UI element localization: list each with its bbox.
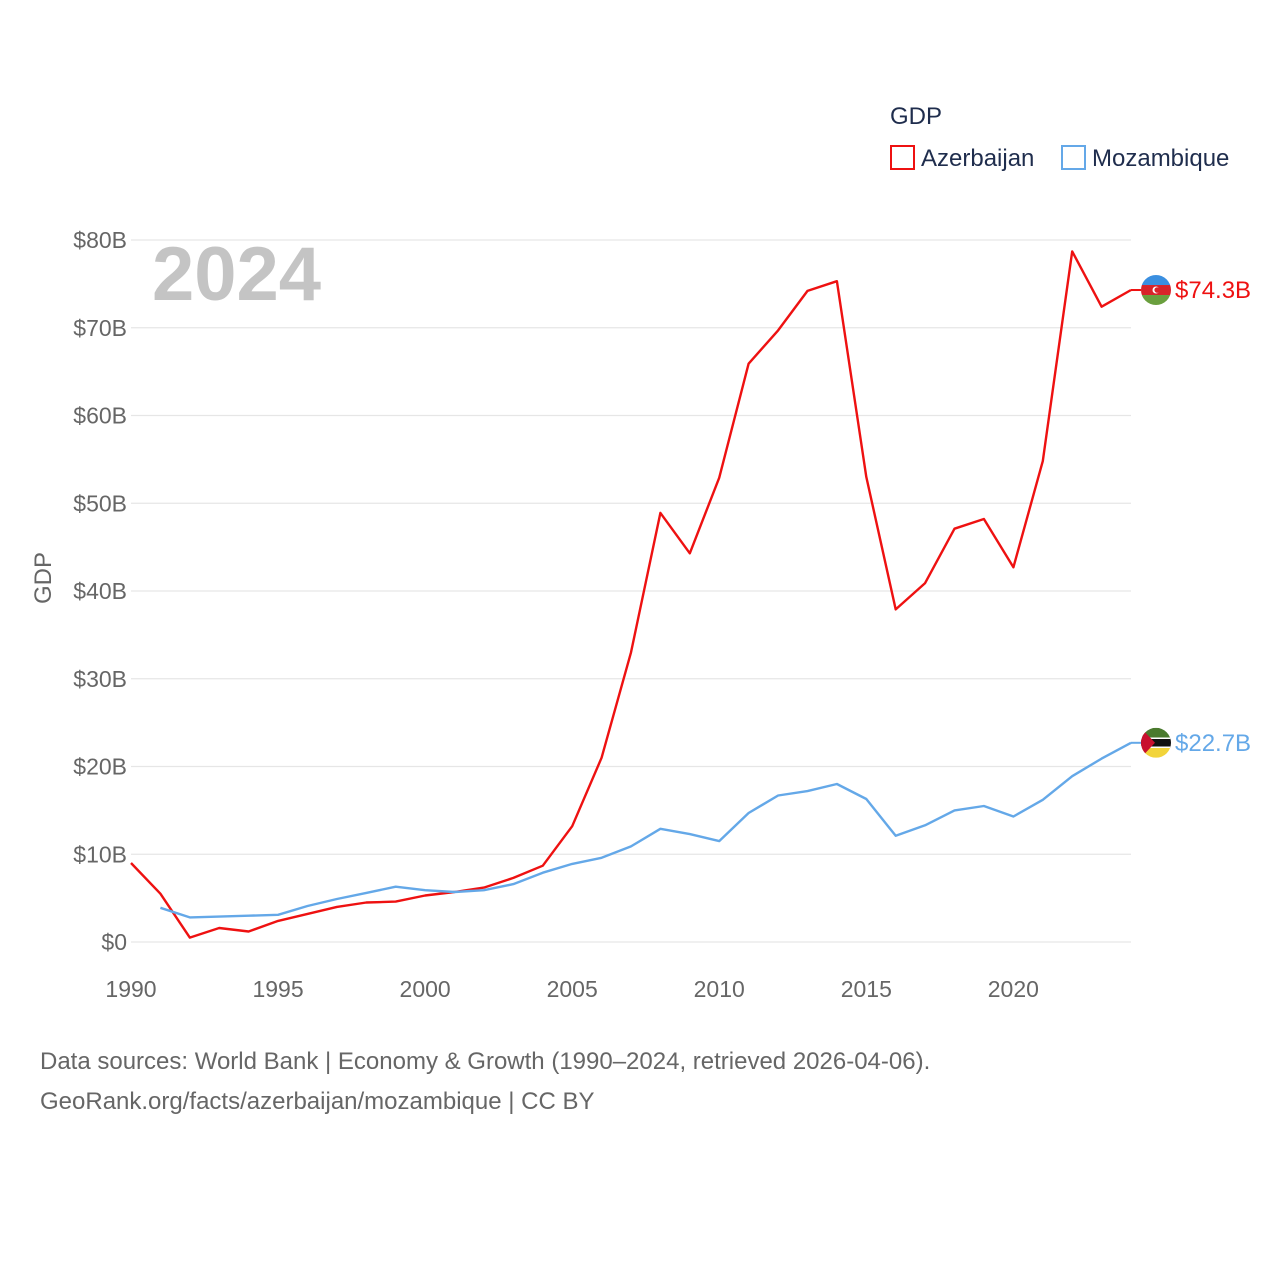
end-value-label-mozambique: $22.7B	[1175, 730, 1251, 757]
x-axis-ticks: 1990 1995 2000 2005 2010 2015 2020	[105, 976, 1039, 1002]
legend-swatch-azerbaijan[interactable]	[890, 145, 915, 170]
data-source-footer: Data sources: World Bank | Economy & Gro…	[40, 1042, 1240, 1122]
flag-azerbaijan-icon	[1141, 275, 1171, 306]
y-tick-label: $60B	[73, 403, 127, 429]
x-tick-label: 1990	[105, 976, 156, 1002]
y-tick-label: $40B	[73, 578, 127, 604]
y-tick-label: $20B	[73, 754, 127, 780]
x-tick-label: 2005	[547, 976, 598, 1002]
series-lines	[130, 250, 1132, 939]
series-line-mozambique[interactable]	[160, 741, 1132, 919]
end-markers: $74.3B $22.7B	[1131, 275, 1251, 758]
legend-label-azerbaijan[interactable]: Azerbaijan	[921, 145, 1034, 172]
y-axis-ticks: $0 $10B $20B $30B $40B $50B $60B $70B $80B	[73, 227, 127, 955]
legend-label-mozambique[interactable]: Mozambique	[1092, 145, 1229, 172]
y-tick-label: $0	[101, 929, 127, 955]
legend-title: GDP	[890, 103, 942, 130]
y-tick-label: $70B	[73, 315, 127, 341]
x-tick-label: 2020	[988, 976, 1039, 1002]
gdp-line-chart: $0$10B$20B$30B$40B$50B$60B$70B$80B 1990 1…	[30, 103, 1251, 1002]
source-url-line: GeoRank.org/facts/azerbaijan/mozambique …	[40, 1088, 595, 1115]
legend-swatch-mozambique[interactable]	[1061, 145, 1086, 170]
y-tick-label: $50B	[73, 490, 127, 516]
x-tick-label: 2000	[400, 976, 451, 1002]
x-tick-label: 2015	[841, 976, 892, 1002]
series-line-azerbaijan[interactable]	[130, 250, 1132, 939]
y-axis-label: GDP	[30, 552, 57, 604]
x-tick-label: 2010	[694, 976, 745, 1002]
grid-lines	[131, 239, 1131, 943]
y-tick-label: $30B	[73, 666, 127, 692]
end-value-label-azerbaijan: $74.3B	[1175, 277, 1251, 304]
flag-mozambique-icon	[1141, 727, 1171, 758]
year-watermark: 2024	[152, 232, 321, 317]
x-tick-label: 1995	[252, 976, 303, 1002]
y-tick-label: $10B	[73, 841, 127, 867]
y-tick-label: $80B	[73, 227, 127, 253]
legend: GDP Azerbaijan Mozambique	[890, 103, 1229, 172]
source-line: Data sources: World Bank | Economy & Gro…	[40, 1048, 931, 1075]
